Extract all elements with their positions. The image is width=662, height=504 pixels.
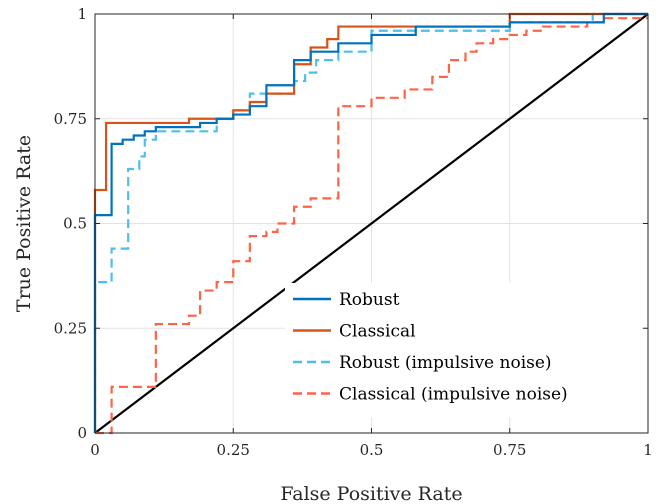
x-tick-label: 0	[90, 441, 100, 459]
x-axis-label: False Positive Rate	[280, 483, 462, 504]
series-line-classical-impulsive-noise	[95, 17, 648, 435]
legend: Robust Classical Robust (impulsive noise) C…	[285, 283, 642, 417]
y-tick-label: 0	[77, 424, 87, 442]
chance-diagonal-line	[94, 13, 649, 434]
x-tick-label: 0.75	[493, 441, 526, 459]
series-line-robust	[93, 12, 648, 433]
y-tick-label: 0.25	[54, 319, 87, 337]
legend-entry-label: Robust	[339, 290, 400, 310]
y-tick-label: 0.75	[54, 110, 87, 128]
legend-box	[285, 283, 642, 417]
legend-entry-label: Classical	[339, 322, 416, 342]
legend-entry-label: Robust (impulsive noise)	[339, 353, 552, 373]
y-tick-label: 0.5	[63, 215, 87, 233]
y-axis-label: True Positive Rate	[13, 135, 35, 312]
y-tick-label: 1	[77, 5, 87, 23]
x-tick-label: 0.25	[217, 441, 250, 459]
x-tick-label: 1	[643, 441, 653, 459]
legend-entry-label: Classical (impulsive noise)	[339, 385, 568, 405]
x-tick-label: 0.5	[360, 441, 384, 459]
series-group	[93, 12, 649, 435]
ticks: 0 0.25 0.5 0.75 1 0 0.25 0.5 0.75 1	[54, 5, 653, 459]
